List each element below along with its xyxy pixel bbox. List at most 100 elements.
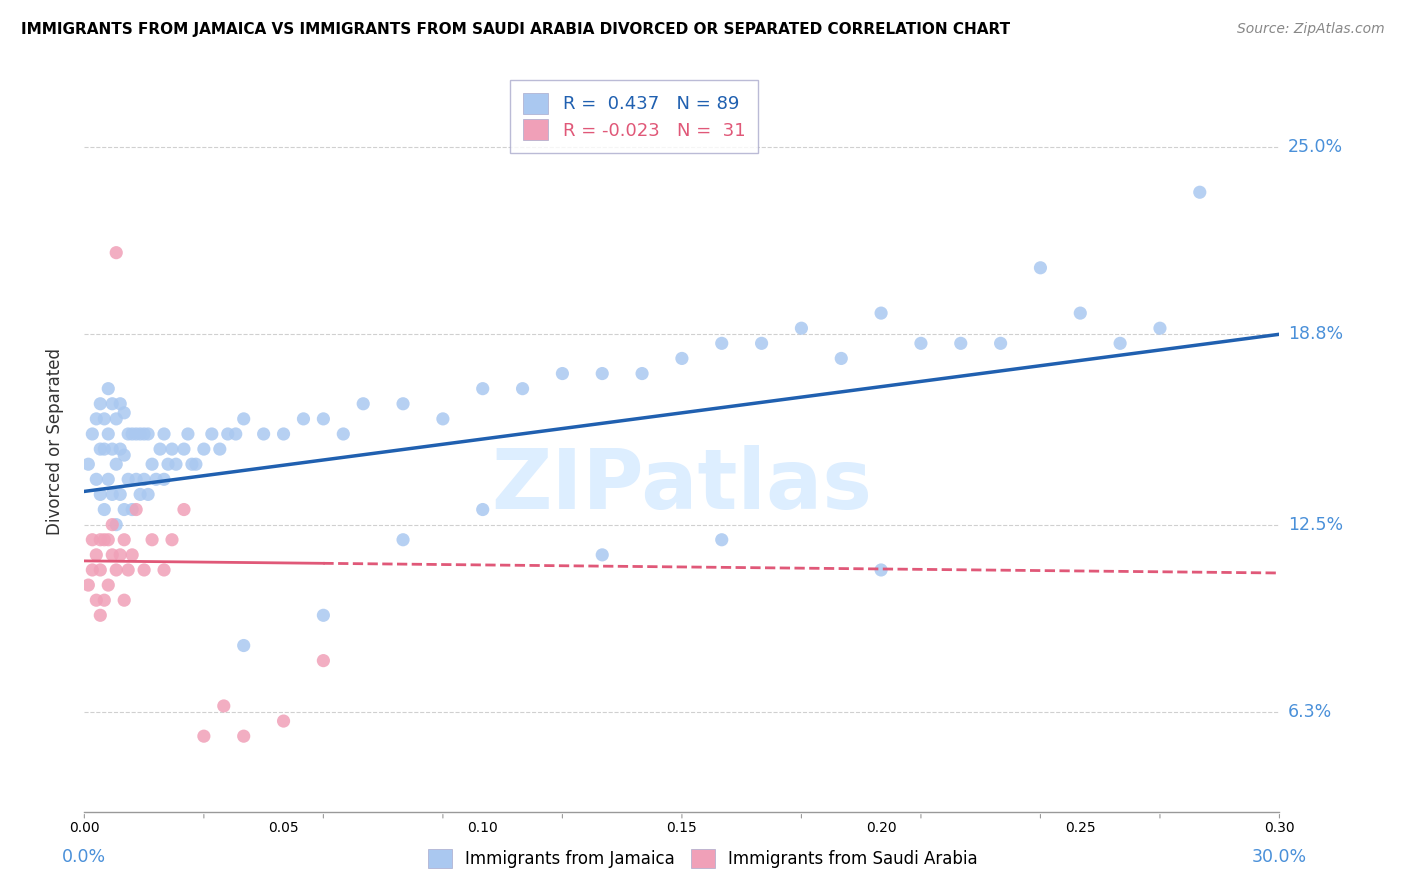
Legend: R =  0.437   N = 89, R = -0.023   N =  31: R = 0.437 N = 89, R = -0.023 N = 31 bbox=[510, 80, 758, 153]
Point bbox=[165, 457, 187, 471]
Point bbox=[949, 336, 972, 351]
Point bbox=[790, 321, 813, 335]
Text: 12.5%: 12.5% bbox=[1288, 516, 1343, 533]
Point bbox=[86, 412, 108, 426]
Point bbox=[110, 397, 132, 411]
Point bbox=[830, 351, 852, 366]
Point bbox=[110, 442, 132, 456]
Point bbox=[129, 427, 152, 442]
Point bbox=[232, 412, 254, 426]
Point bbox=[177, 427, 200, 442]
Point bbox=[105, 517, 128, 532]
Point bbox=[141, 533, 163, 547]
Point bbox=[141, 457, 163, 471]
Point bbox=[671, 351, 693, 366]
Point bbox=[173, 502, 195, 516]
Point bbox=[112, 448, 135, 462]
Point bbox=[129, 487, 152, 501]
Point bbox=[89, 533, 111, 547]
Point bbox=[160, 442, 183, 456]
Text: Source: ZipAtlas.com: Source: ZipAtlas.com bbox=[1237, 22, 1385, 37]
Point bbox=[117, 427, 139, 442]
Point bbox=[631, 367, 654, 381]
Point bbox=[101, 548, 124, 562]
Point bbox=[312, 654, 335, 668]
Point bbox=[86, 593, 108, 607]
Point bbox=[132, 427, 156, 442]
Point bbox=[1149, 321, 1171, 335]
Point bbox=[97, 472, 120, 486]
Point bbox=[273, 427, 295, 442]
Point bbox=[1029, 260, 1052, 275]
Point bbox=[136, 487, 159, 501]
Point bbox=[149, 442, 172, 456]
Point bbox=[89, 608, 111, 623]
Point bbox=[710, 533, 733, 547]
Point bbox=[121, 427, 143, 442]
Point bbox=[153, 563, 176, 577]
Point bbox=[105, 412, 128, 426]
Point bbox=[110, 548, 132, 562]
Point bbox=[105, 245, 128, 260]
Point bbox=[86, 548, 108, 562]
Text: 30.0%: 30.0% bbox=[1251, 848, 1308, 866]
Point bbox=[332, 427, 354, 442]
Point bbox=[101, 442, 124, 456]
Text: 18.8%: 18.8% bbox=[1288, 326, 1343, 343]
Point bbox=[145, 472, 167, 486]
Point bbox=[77, 578, 100, 592]
Point bbox=[97, 578, 120, 592]
Point bbox=[193, 442, 215, 456]
Point bbox=[217, 427, 239, 442]
Point bbox=[392, 397, 415, 411]
Point bbox=[710, 336, 733, 351]
Point bbox=[153, 472, 176, 486]
Point bbox=[870, 563, 893, 577]
Point bbox=[125, 427, 148, 442]
Point bbox=[101, 487, 124, 501]
Text: ZIPatlas: ZIPatlas bbox=[492, 445, 872, 526]
Point bbox=[82, 427, 104, 442]
Point bbox=[132, 563, 156, 577]
Point bbox=[312, 608, 335, 623]
Point bbox=[110, 487, 132, 501]
Point bbox=[232, 729, 254, 743]
Point bbox=[471, 502, 494, 516]
Legend: Immigrants from Jamaica, Immigrants from Saudi Arabia: Immigrants from Jamaica, Immigrants from… bbox=[422, 842, 984, 875]
Point bbox=[86, 472, 108, 486]
Point bbox=[125, 502, 148, 516]
Point bbox=[89, 397, 111, 411]
Text: 6.3%: 6.3% bbox=[1288, 703, 1331, 721]
Point bbox=[121, 502, 143, 516]
Point bbox=[117, 472, 139, 486]
Text: 25.0%: 25.0% bbox=[1288, 138, 1343, 156]
Point bbox=[112, 502, 135, 516]
Point bbox=[212, 698, 235, 713]
Point bbox=[89, 487, 111, 501]
Point bbox=[93, 442, 115, 456]
Text: IMMIGRANTS FROM JAMAICA VS IMMIGRANTS FROM SAUDI ARABIA DIVORCED OR SEPARATED CO: IMMIGRANTS FROM JAMAICA VS IMMIGRANTS FR… bbox=[21, 22, 1011, 37]
Y-axis label: Divorced or Separated: Divorced or Separated bbox=[45, 348, 63, 535]
Point bbox=[1188, 186, 1211, 200]
Point bbox=[97, 533, 120, 547]
Point bbox=[125, 472, 148, 486]
Point bbox=[82, 533, 104, 547]
Point bbox=[112, 593, 135, 607]
Point bbox=[181, 457, 204, 471]
Point bbox=[157, 457, 180, 471]
Point bbox=[392, 533, 415, 547]
Point bbox=[1069, 306, 1091, 320]
Point bbox=[112, 533, 135, 547]
Point bbox=[93, 502, 115, 516]
Point bbox=[512, 382, 534, 396]
Point bbox=[121, 548, 143, 562]
Point bbox=[910, 336, 932, 351]
Point bbox=[253, 427, 276, 442]
Point bbox=[990, 336, 1012, 351]
Point bbox=[77, 457, 100, 471]
Point bbox=[193, 729, 215, 743]
Point bbox=[184, 457, 207, 471]
Point bbox=[173, 442, 195, 456]
Point bbox=[352, 397, 374, 411]
Point bbox=[132, 472, 156, 486]
